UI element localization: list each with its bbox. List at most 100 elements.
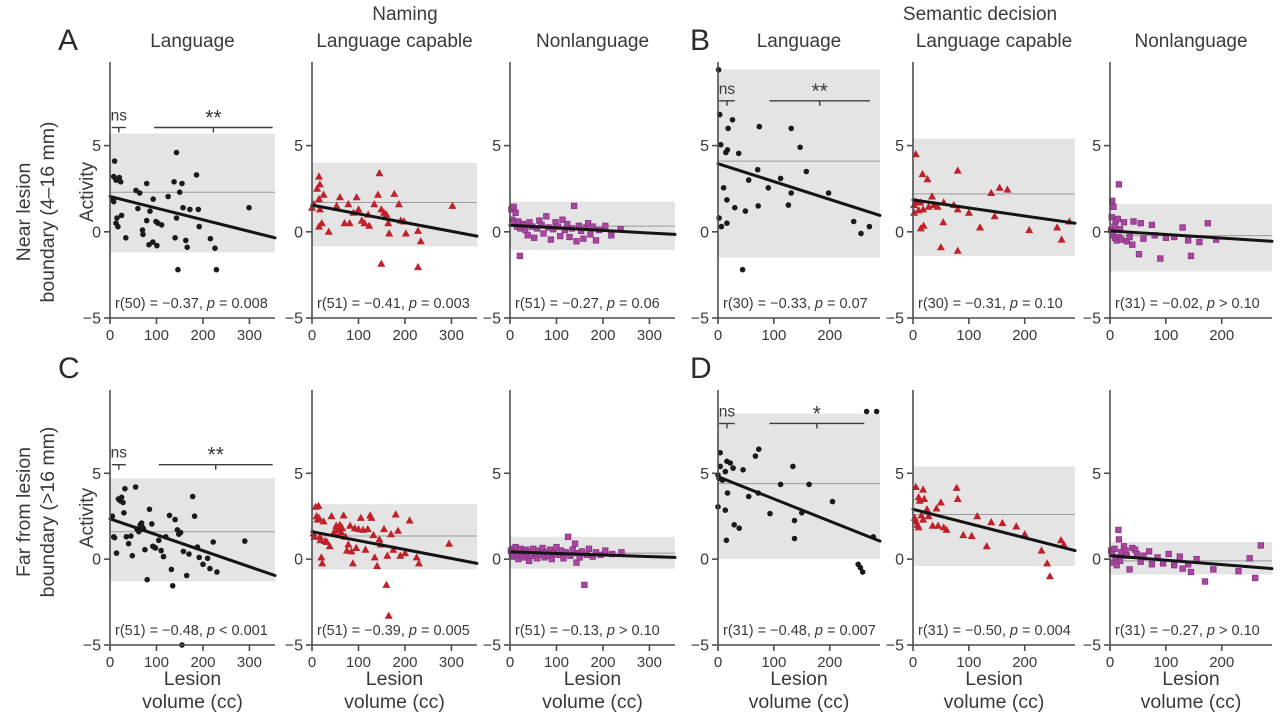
svg-text:r(30) = −0.31, p = 0.10: r(30) = −0.31, p = 0.10	[918, 296, 1063, 312]
svg-text:0: 0	[492, 224, 501, 241]
subplot-a-nonlanguage: −5 0 5 0 100 200 300 r(51) = −0.27, p = 0.06	[476, 56, 689, 350]
svg-text:0: 0	[909, 654, 917, 671]
group-header-naming: Naming	[372, 4, 438, 25]
svg-text:−5: −5	[285, 311, 303, 328]
x-axis-title-col4: Lesion volume (cc)	[718, 668, 880, 714]
svg-text:−5: −5	[483, 311, 501, 328]
svg-text:5: 5	[1092, 138, 1101, 155]
svg-text:0: 0	[308, 327, 316, 344]
svg-text:300: 300	[439, 327, 464, 344]
subplot-d-language: ns * −5 0 5 0 100 200 r(31) = −0.48, p = 0.007	[684, 384, 894, 677]
row-label-near-lesion: Near lesion boundary (4–16 mm)	[12, 121, 60, 302]
svg-text:200: 200	[1209, 654, 1234, 671]
svg-text:100: 100	[144, 327, 169, 344]
x-axis-title-col1: Lesion volume (cc)	[110, 668, 275, 714]
svg-text:ns: ns	[111, 445, 128, 462]
svg-text:**: **	[811, 80, 827, 103]
svg-text:0: 0	[714, 327, 722, 344]
svg-text:r(31) = −0.02, p > 0.10: r(31) = −0.02, p > 0.10	[1115, 296, 1260, 312]
svg-text:r(51) = −0.48, p < 0.001: r(51) = −0.48, p < 0.001	[115, 623, 268, 639]
svg-text:0: 0	[895, 224, 904, 241]
svg-text:0: 0	[308, 654, 316, 671]
svg-text:−5: −5	[886, 311, 904, 328]
col-title-nonlanguage-naming: Nonlanguage	[535, 31, 650, 52]
svg-text:0: 0	[895, 552, 904, 569]
svg-text:r(51) = −0.41, p = 0.003: r(51) = −0.41, p = 0.003	[317, 296, 470, 312]
svg-text:**: **	[208, 444, 224, 467]
svg-text:0: 0	[700, 552, 709, 569]
svg-text:0: 0	[294, 552, 303, 569]
svg-text:200: 200	[590, 654, 615, 671]
svg-text:0: 0	[106, 654, 114, 671]
svg-text:−5: −5	[886, 638, 904, 655]
col-title-language-capable-naming: Language capable	[316, 31, 473, 52]
subplot-b-language-capable: −5 0 5 0 100 200 r(30) = −0.31, p = 0.10	[879, 56, 1089, 350]
svg-text:300: 300	[637, 654, 662, 671]
x-axis-title-line2: volume (cc)	[943, 691, 1045, 713]
svg-text:0: 0	[92, 224, 101, 241]
subplot-b-language: ns ** −5 0 5 0 100 200 r(30) = −0.33, p = 0.07	[684, 56, 894, 350]
svg-text:**: **	[205, 107, 221, 130]
svg-text:5: 5	[492, 138, 501, 155]
svg-text:−5: −5	[1083, 311, 1101, 328]
svg-text:200: 200	[392, 327, 417, 344]
svg-text:−5: −5	[1083, 638, 1101, 655]
svg-text:100: 100	[761, 327, 786, 344]
svg-text:r(30) = −0.33, p = 0.07: r(30) = −0.33, p = 0.07	[723, 296, 868, 312]
svg-text:100: 100	[544, 327, 569, 344]
svg-text:5: 5	[294, 138, 303, 155]
panel-letter-a: A	[58, 24, 79, 57]
svg-text:200: 200	[817, 654, 842, 671]
svg-text:200: 200	[190, 654, 215, 671]
svg-text:200: 200	[590, 327, 615, 344]
row-label-far-lesion: Far from lesion boundary (>16 mm)	[12, 427, 60, 598]
svg-text:0: 0	[506, 654, 514, 671]
x-axis-title-line2: volume (cc)	[142, 691, 243, 713]
x-axis-title-line1: Lesion	[563, 668, 622, 690]
x-axis-title-line1: Lesion	[163, 668, 222, 690]
svg-text:100: 100	[346, 327, 371, 344]
svg-text:5: 5	[294, 466, 303, 483]
svg-text:100: 100	[144, 654, 169, 671]
svg-text:5: 5	[492, 466, 501, 483]
svg-text:−5: −5	[83, 311, 101, 328]
subplot-c-language-capable: −5 0 5 0 100 200 300 r(51) = −0.39, p = 0.005	[278, 384, 491, 677]
svg-text:−5: −5	[691, 311, 709, 328]
panel-letter-b: B	[690, 24, 711, 57]
svg-text:5: 5	[92, 466, 101, 483]
subplot-a-language: ns ** −5 0 5 0 100 200 300 r(50) = −0.37, p = 0.0…	[76, 56, 289, 350]
svg-text:ns: ns	[111, 108, 128, 125]
svg-text:0: 0	[92, 552, 101, 569]
svg-text:−5: −5	[691, 638, 709, 655]
svg-text:200: 200	[1012, 654, 1037, 671]
svg-text:100: 100	[1153, 654, 1178, 671]
col-title-language-capable-semantic: Language capable	[915, 31, 1073, 52]
svg-text:5: 5	[92, 138, 101, 155]
x-axis-title-line2: volume (cc)	[542, 691, 643, 713]
subplot-d-nonlanguage: −5 0 5 0 100 200 r(31) = −0.27, p > 0.10	[1076, 384, 1280, 677]
svg-text:100: 100	[346, 654, 371, 671]
svg-text:5: 5	[895, 466, 904, 483]
row-label-far-line1: Far from lesion	[13, 446, 35, 578]
svg-text:0: 0	[294, 224, 303, 241]
svg-text:0: 0	[714, 654, 722, 671]
x-axis-title-col5: Lesion volume (cc)	[913, 668, 1075, 714]
svg-text:300: 300	[237, 327, 262, 344]
svg-text:−5: −5	[483, 638, 501, 655]
svg-text:100: 100	[956, 654, 981, 671]
svg-text:5: 5	[700, 138, 709, 155]
svg-text:200: 200	[1209, 327, 1234, 344]
svg-text:0: 0	[1106, 327, 1114, 344]
row-label-far-line2: boundary (>16 mm)	[37, 426, 59, 598]
group-header-semantic-decision: Semantic decision	[902, 4, 1058, 25]
svg-text:*: *	[813, 402, 821, 425]
